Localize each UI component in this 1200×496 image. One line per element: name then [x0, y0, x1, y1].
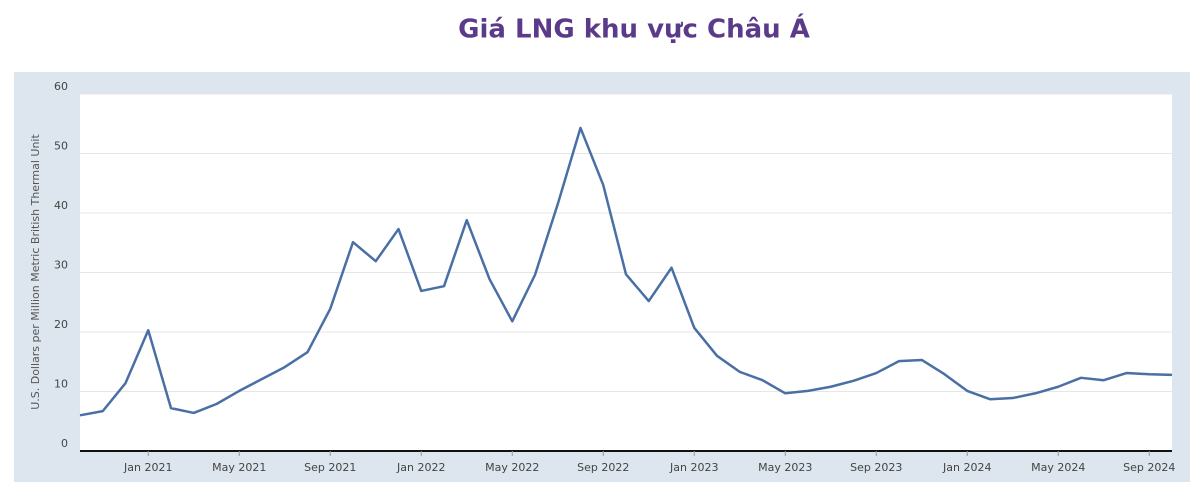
x-tick-label: Jan 2021 [123, 461, 172, 474]
x-tick-label: Jan 2024 [942, 461, 991, 474]
x-tick-label: May 2021 [212, 461, 266, 474]
x-tick-label: Jan 2023 [669, 461, 718, 474]
x-tick-label: Sep 2021 [304, 461, 356, 474]
y-axis-label: U.S. Dollars per Million Metric British … [29, 134, 42, 410]
y-tick-label: 0 [61, 437, 68, 450]
x-tick-label: Sep 2024 [1123, 461, 1175, 474]
y-tick-label: 40 [54, 199, 68, 212]
x-tick-label: Jan 2022 [396, 461, 445, 474]
chart-title: Giá LNG khu vực Châu Á [458, 13, 810, 45]
x-tick-label: Sep 2022 [577, 461, 629, 474]
y-tick-label: 60 [54, 80, 68, 93]
y-tick-label: 30 [54, 259, 68, 272]
y-tick-label: 20 [54, 318, 68, 331]
y-tick-label: 50 [54, 140, 68, 153]
x-tick-label: May 2022 [485, 461, 539, 474]
x-tick-label: May 2023 [758, 461, 812, 474]
y-tick-label: 10 [54, 378, 68, 391]
data-line [79, 126, 1173, 417]
x-tick-label: Sep 2023 [850, 461, 902, 474]
x-tick-label: May 2024 [1031, 461, 1085, 474]
